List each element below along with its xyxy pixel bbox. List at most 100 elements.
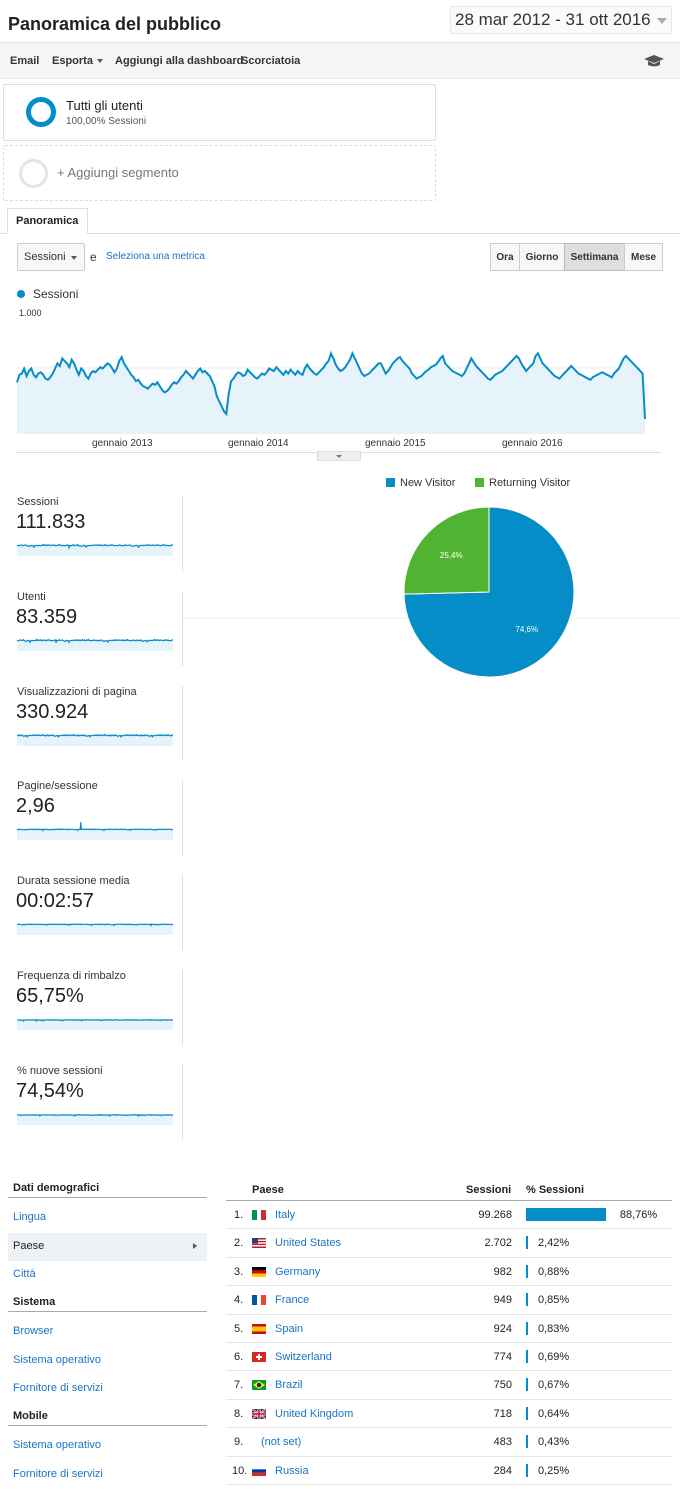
country-link[interactable]: United Kingdom [275,1407,354,1420]
sparkline-area [17,639,173,651]
graduation-cap-icon[interactable] [644,54,664,68]
nav-section-title: Dati demografici [8,1182,207,1198]
nav-item[interactable]: Città [8,1261,207,1289]
share-bar [526,1293,528,1307]
pie-slice[interactable] [403,506,490,595]
country-link[interactable]: Russia [275,1464,309,1477]
chart-resize-handle[interactable] [317,451,361,461]
scorecard[interactable]: Durata sessione media 00:02:57 [0,875,183,951]
nav-item[interactable]: Fornitore di servizi [8,1375,207,1403]
x-tick-label: gennaio 2013 [92,438,153,449]
table-row: 1. Italy 99.268 88,76% [226,1201,672,1230]
sparkline-area [17,1019,173,1030]
time-button-day[interactable]: Giorno [519,243,565,271]
nav-item-label: Paese [13,1239,45,1252]
scorecard-label: % nuove sessioni [17,1064,103,1077]
add-to-dashboard-button[interactable]: Aggiungi alla dashboard [115,55,244,67]
shortcut-button[interactable]: Scorciatoia [241,55,301,67]
share-bar [526,1321,528,1335]
row-rank: 8. [234,1407,244,1420]
country-link[interactable]: Spain [275,1322,304,1335]
nav-item[interactable]: Sistema operativo [8,1347,207,1375]
y-tick-label: 1.000 [19,308,42,318]
row-sessions: 483 [493,1436,512,1449]
column-header-sessions[interactable]: Sessioni [466,1184,512,1196]
select-metric-link[interactable]: Seleziona una metrica [106,251,205,262]
country-link[interactable]: Italy [275,1209,296,1221]
email-button[interactable]: Email [10,55,40,67]
column-header-country[interactable]: Paese [252,1184,284,1196]
page-title: Panoramica del pubblico [8,14,222,34]
flag-us-icon [252,1238,266,1249]
share-bar [526,1208,606,1221]
flag-ch-icon [252,1352,266,1362]
sparkline-line [17,1113,173,1118]
scorecard-label: Utenti [17,590,46,603]
row-rank: 7. [234,1379,244,1392]
caret-down-icon [71,256,77,260]
country-link[interactable]: France [275,1294,310,1307]
row-pct: 88,76% [619,1209,658,1221]
tab-divider [0,233,680,234]
share-bar [526,1435,528,1449]
pie-slice-label: 74,6% [515,625,538,634]
column-header-pct[interactable]: % Sessioni [526,1184,585,1196]
time-button-hour[interactable]: Ora [490,243,520,271]
flag-it-icon [252,1210,266,1220]
x-tick-label: gennaio 2016 [502,438,563,449]
row-sessions: 2.702 [484,1237,512,1250]
row-rank: 5. [234,1322,244,1335]
scorecard-label: Sessioni [17,496,59,508]
sparkline-line [17,543,173,551]
scorecard-sparkline [17,733,173,746]
nav-section-title: Mobile [8,1410,207,1426]
nav-item[interactable]: Browser [8,1318,207,1346]
scorecard[interactable]: Frequenza di rimbalzo 65,75% [0,970,183,1045]
nav-item[interactable]: Fornitore di servizi [8,1461,207,1489]
scorecard[interactable]: Utenti 83.359 [0,590,183,666]
date-range-label: 28 mar 2012 - 31 ott 2016 [455,10,651,29]
time-button-month[interactable]: Mese [624,243,663,271]
sparkline-line [17,638,173,644]
nav-item[interactable]: Sistema operativo [8,1432,207,1460]
metric-select[interactable]: Sessioni [17,243,85,271]
visitor-type-pie-chart[interactable]: 74,6% 25,4% [400,505,580,685]
time-button-week[interactable]: Settimana [564,243,625,271]
sessions-line-chart[interactable] [16,300,646,440]
sparkline-line [17,822,173,833]
country-link[interactable]: Germany [275,1265,321,1278]
row-pct: 0,88% [538,1265,570,1278]
nav-item-label: Browser [13,1325,54,1337]
country-link[interactable]: Switzerland [275,1351,332,1363]
nav-item-label: Città [13,1268,36,1280]
flag-de-icon [252,1266,266,1277]
row-rank: 2. [234,1237,244,1250]
table-row: 3. Germany 982 0,88% [226,1258,672,1287]
scorecard-sparkline [17,1018,173,1030]
row-sessions: 99.268 [478,1209,512,1221]
add-segment-button[interactable]: + Aggiungi segmento [3,145,436,201]
table-row: 10. Russia 284 0,25% [226,1457,672,1485]
flag-fr-icon [252,1295,266,1306]
nav-item[interactable]: Lingua [8,1204,207,1232]
date-range-picker[interactable]: 28 mar 2012 - 31 ott 2016 [450,6,672,34]
scorecard[interactable]: Visualizzazioni di pagina 330.924 [0,685,183,761]
row-rank: 9. [234,1436,244,1449]
table-row: 9. (not set) 483 0,43% [226,1428,672,1457]
country-link[interactable]: United States [275,1237,342,1250]
row-rank: 4. [234,1294,244,1307]
scorecard[interactable]: % nuove sessioni 74,54% [0,1064,183,1140]
scorecard-label: Visualizzazioni di pagina [17,685,137,698]
scorecard[interactable]: Pagine/sessione 2,96 [0,780,183,856]
country-link[interactable]: Brazil [275,1379,303,1392]
share-bar [526,1350,528,1363]
scorecard[interactable]: Sessioni 111.833 [0,496,183,571]
pie-slice[interactable] [403,506,575,678]
nav-item[interactable]: Paese [8,1232,207,1261]
scorecard-value: 00:02:57 [16,890,94,913]
segment-all-users[interactable]: Tutti gli utenti 100,00% Sessioni [3,84,436,141]
export-button[interactable]: Esporta [52,55,103,67]
row-pct: 0,25% [538,1464,570,1477]
tab-overview[interactable]: Panoramica [7,208,88,234]
country-link[interactable]: (not set) [261,1436,302,1449]
